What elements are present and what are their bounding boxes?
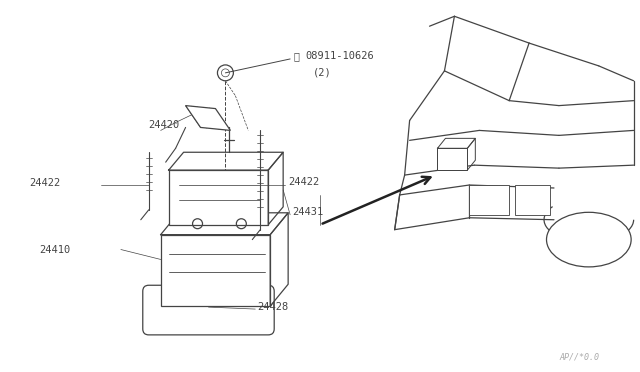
Bar xyxy=(169,170,268,225)
Ellipse shape xyxy=(547,212,631,267)
Bar xyxy=(438,148,467,170)
Text: Ⓝ: Ⓝ xyxy=(293,51,299,61)
Bar xyxy=(515,185,550,215)
FancyBboxPatch shape xyxy=(143,285,274,335)
Bar xyxy=(469,185,509,215)
Text: 24428: 24428 xyxy=(257,302,289,312)
Text: 24422: 24422 xyxy=(29,178,61,188)
Text: 24420: 24420 xyxy=(148,121,180,131)
Text: (2): (2) xyxy=(313,68,332,78)
Text: 24431: 24431 xyxy=(292,207,323,217)
Text: 08911-10626: 08911-10626 xyxy=(305,51,374,61)
Bar xyxy=(161,235,270,306)
Polygon shape xyxy=(186,106,230,131)
Text: AP//*0.0: AP//*0.0 xyxy=(559,352,599,361)
Text: 24422: 24422 xyxy=(288,177,319,187)
Text: 24410: 24410 xyxy=(39,244,70,254)
